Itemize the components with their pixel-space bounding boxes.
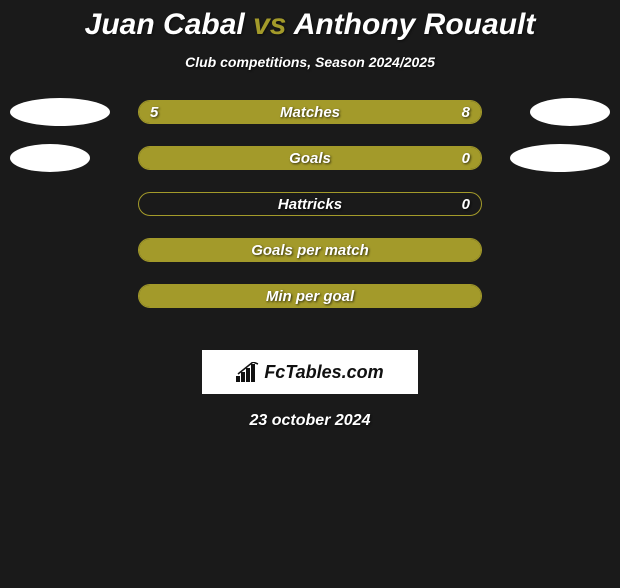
bar-fill-right bbox=[262, 101, 481, 123]
stat-bar: Hattricks bbox=[138, 192, 482, 216]
bubble-left bbox=[10, 98, 110, 126]
stat-bar: Goals per match bbox=[138, 238, 482, 262]
stat-row: Goals0 bbox=[0, 144, 620, 190]
stat-value-right: 0 bbox=[462, 146, 470, 170]
chart-icon bbox=[236, 362, 260, 382]
page-title: Juan Cabal vs Anthony Rouault bbox=[0, 8, 620, 42]
brand-box: FcTables.com bbox=[202, 350, 418, 394]
bar-fill-left bbox=[139, 239, 481, 261]
stat-value-right: 0 bbox=[462, 192, 470, 216]
brand-text: FcTables.com bbox=[264, 362, 383, 383]
stat-value-right: 8 bbox=[462, 100, 470, 124]
subtitle: Club competitions, Season 2024/2025 bbox=[0, 54, 620, 70]
bubble-right bbox=[510, 144, 610, 172]
stat-bar: Goals bbox=[138, 146, 482, 170]
date-label: 23 october 2024 bbox=[0, 412, 620, 430]
player2-name: Anthony Rouault bbox=[294, 8, 536, 41]
stat-bar: Matches bbox=[138, 100, 482, 124]
stat-row: Goals per match bbox=[0, 236, 620, 282]
stat-label: Hattricks bbox=[139, 193, 481, 215]
stat-bar: Min per goal bbox=[138, 284, 482, 308]
stat-row: Matches5 8 bbox=[0, 98, 620, 144]
stat-row: Hattricks0 bbox=[0, 190, 620, 236]
player1-name: Juan Cabal bbox=[85, 8, 245, 41]
comparison-rows: Matches58Goals0Hattricks0Goals per match… bbox=[0, 98, 620, 328]
stat-row: Min per goal bbox=[0, 282, 620, 328]
bar-fill-left bbox=[139, 147, 481, 169]
vs-label: vs bbox=[253, 8, 286, 41]
bubble-right bbox=[530, 98, 610, 126]
stat-value-left: 5 bbox=[150, 100, 158, 124]
bubble-left bbox=[10, 144, 90, 172]
bar-fill-left bbox=[139, 285, 481, 307]
